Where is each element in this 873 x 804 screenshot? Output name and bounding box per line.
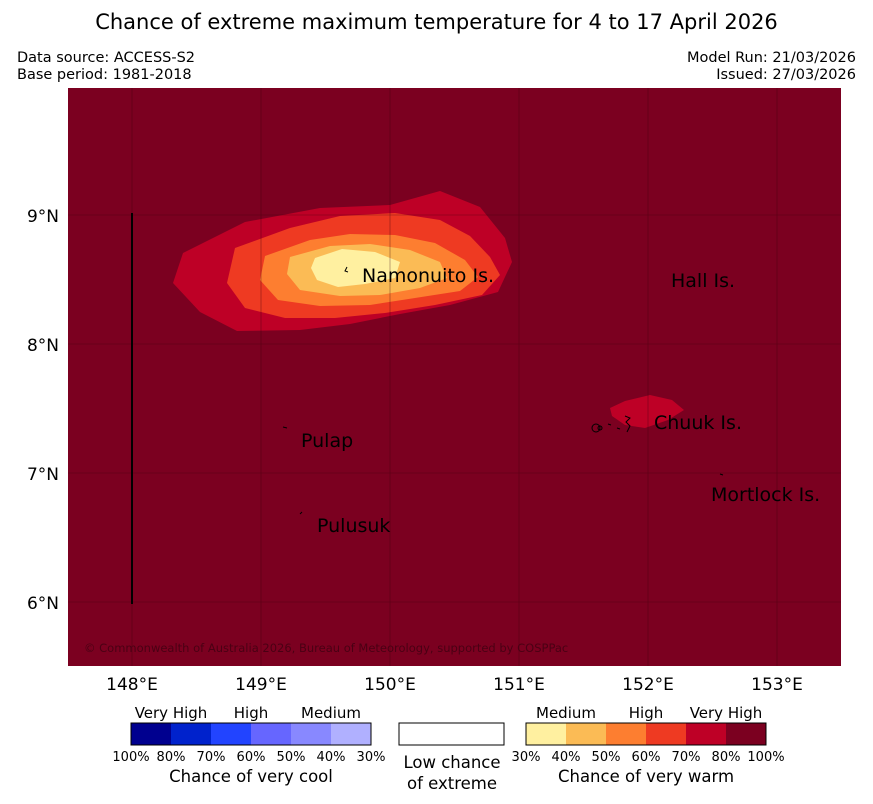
- warm-legend-border: [525, 722, 767, 746]
- cool-heading: Very High: [135, 704, 208, 722]
- warm-heading: Medium: [536, 704, 596, 722]
- warm-heading: High: [629, 704, 663, 722]
- cool-tick: 70%: [197, 750, 226, 765]
- warm-caption: Chance of very warm: [558, 767, 734, 786]
- cool-caption: Chance of very cool: [169, 767, 333, 786]
- neutral-caption-line1: Low chance: [403, 753, 500, 772]
- lon-label: 152°E: [622, 675, 674, 695]
- contour-40: [311, 249, 400, 287]
- island-chuuk-2: [607, 423, 612, 426]
- warm-swatch: [646, 723, 686, 745]
- copyright-notice: © Commonwealth of Australia 2026, Bureau…: [84, 641, 568, 655]
- cool-tick: 100%: [112, 750, 149, 765]
- cool-swatch: [331, 723, 371, 745]
- cool-tick: 50%: [277, 750, 306, 765]
- warm-tick: 60%: [632, 750, 661, 765]
- cool-swatch: [171, 723, 211, 745]
- warm-tick: 30%: [512, 750, 541, 765]
- cool-heading: High: [234, 704, 268, 722]
- cool-legend: Very High High Medium 100% 80% 70% 60% 5…: [112, 704, 385, 786]
- cool-tick: 40%: [317, 750, 346, 765]
- cool-swatch: [211, 723, 251, 745]
- warm-heading: Very High: [690, 704, 763, 722]
- warm-swatch: [726, 723, 766, 745]
- cool-swatch: [291, 723, 331, 745]
- data-source: Data source: ACCESS-S2: [17, 50, 196, 66]
- warm-swatch: [606, 723, 646, 745]
- map-background: [68, 88, 841, 666]
- island-chuuk-lagoon-2: [597, 425, 603, 431]
- islands: [282, 266, 724, 515]
- island-pulap: [282, 426, 288, 429]
- warm-tick: 40%: [552, 750, 581, 765]
- issued-date: Issued: 27/03/2026: [716, 67, 856, 83]
- cool-swatch: [131, 723, 171, 745]
- island-pulusuk: [299, 511, 303, 515]
- lon-label: 149°E: [235, 675, 287, 695]
- lat-label: 9°N: [27, 207, 59, 227]
- warm-tick: 70%: [672, 750, 701, 765]
- warm-swatch: [526, 723, 566, 745]
- lon-label: 153°E: [751, 675, 803, 695]
- island-chuuk-3: [624, 415, 631, 433]
- island-chuuk-lagoon-1: [591, 423, 601, 433]
- lat-label: 8°N: [27, 336, 59, 356]
- place-label: Mortlock Is.: [711, 484, 820, 506]
- island-chuuk-4: [616, 427, 621, 430]
- lat-label: 7°N: [27, 465, 59, 485]
- place-label: Hall Is.: [671, 270, 735, 292]
- place-label: Chuuk Is.: [654, 412, 742, 434]
- warm-tick: 100%: [747, 750, 784, 765]
- place-label: Pulusuk: [317, 515, 390, 537]
- neutral-caption-line2: of extreme: [407, 774, 497, 793]
- warm-legend: Medium High Very High 30% 40% 50% 60% 70…: [512, 704, 785, 786]
- lon-label: 150°E: [364, 675, 416, 695]
- cool-tick: 30%: [357, 750, 386, 765]
- lat-label: 6°N: [27, 594, 59, 614]
- island-namonuito: [344, 266, 349, 273]
- cool-legend-border: [130, 722, 372, 746]
- cool-tick: 80%: [157, 750, 186, 765]
- lon-label: 148°E: [106, 675, 158, 695]
- neutral-legend: Low chance of extreme: [398, 722, 505, 793]
- island-mortlock: [719, 473, 724, 476]
- model-run: Model Run: 21/03/2026: [686, 50, 856, 66]
- base-period: Base period: 1981-2018: [17, 67, 192, 83]
- warm-tick: 80%: [712, 750, 741, 765]
- cool-tick: 60%: [237, 750, 266, 765]
- lon-label: 151°E: [493, 675, 545, 695]
- place-label: Pulap: [301, 430, 353, 452]
- warm-tick: 50%: [592, 750, 621, 765]
- cool-swatch: [251, 723, 291, 745]
- warm-swatch: [566, 723, 606, 745]
- cool-heading: Medium: [301, 704, 361, 722]
- place-label: Namonuito Is.: [362, 265, 494, 287]
- chart-title: Chance of extreme maximum temperature fo…: [95, 10, 778, 34]
- neutral-swatch: [398, 722, 505, 746]
- warm-swatch: [686, 723, 726, 745]
